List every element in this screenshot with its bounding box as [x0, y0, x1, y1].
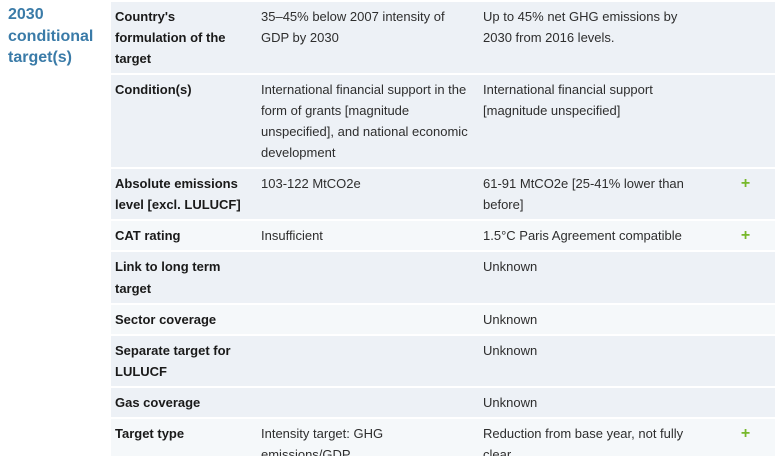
row-label: Country's formulation of the target [115, 9, 226, 67]
table-row-separate-lulucf: Separate target for LULUCF Unknown [111, 335, 775, 386]
value-column-1 [258, 336, 480, 386]
value-column-2: Unknown [483, 342, 538, 358]
value-column-2: Unknown [483, 394, 538, 410]
row-label: Absolute emissions level [excl. LULUCF] [115, 176, 241, 213]
expand-cell: + [716, 221, 775, 250]
value-column-2: Unknown [483, 311, 538, 327]
table-row-country-formulation: Country's formulation of the target 35–4… [111, 2, 775, 74]
row-label: Target type [115, 425, 185, 441]
table-row-absolute-emissions: Absolute emissions level [excl. LULUCF] … [111, 169, 775, 220]
value-column-2: Up to 45% net GHG emissions by 2030 from… [483, 9, 678, 46]
row-label: Condition(s) [115, 82, 192, 98]
expand-cell [716, 388, 775, 417]
value-column-2: Unknown [483, 259, 538, 275]
row-label: Gas coverage [115, 394, 201, 410]
expand-cell [716, 2, 775, 73]
expand-plus-icon[interactable]: + [740, 424, 751, 442]
expand-cell: + [716, 419, 775, 456]
value-column-1 [258, 252, 480, 302]
value-column-2: International financial support [magnitu… [483, 82, 653, 119]
expand-cell [716, 336, 775, 386]
value-column-1 [258, 305, 480, 334]
value-column-1: Intensity target: GHG emissions/GDP [261, 425, 384, 456]
table-row-gas-coverage: Gas coverage Unknown [111, 387, 775, 417]
expand-cell [716, 252, 775, 302]
table-row-target-type: Target type Intensity target: GHG emissi… [111, 418, 775, 456]
row-label: Separate target for LULUCF [115, 342, 231, 379]
table-row-cat-rating: CAT rating Insufficient 1.5°C Paris Agre… [111, 221, 775, 251]
value-column-1 [258, 388, 480, 417]
value-column-1: Insufficient [261, 228, 323, 244]
expand-cell [716, 305, 775, 334]
table-row-sector-coverage: Sector coverage Unknown [111, 304, 775, 334]
row-label: Sector coverage [115, 311, 217, 327]
value-column-1: International financial support in the f… [261, 82, 468, 161]
expand-plus-icon[interactable]: + [740, 227, 751, 245]
table-row-link-long-term: Link to long term target Unknown [111, 252, 775, 303]
targets-table: Country's formulation of the target 35–4… [111, 2, 775, 456]
expand-cell: + [716, 169, 775, 219]
row-label: Link to long term target [115, 259, 221, 296]
value-column-2: 61-91 MtCO2e [25-41% lower than before] [483, 176, 684, 213]
section-title: 2030 conditional target(s) [8, 6, 94, 67]
table-row-conditions: Condition(s) International financial sup… [111, 75, 775, 168]
value-column-2: 1.5°C Paris Agreement compatible [483, 228, 682, 244]
value-column-1: 35–45% below 2007 intensity of GDP by 20… [261, 9, 445, 46]
value-column-1: 103-122 MtCO2e [261, 176, 361, 192]
expand-plus-icon[interactable]: + [740, 175, 751, 193]
expand-cell [716, 75, 775, 167]
value-column-2: Reduction from base year, not fully clea… [483, 425, 684, 456]
row-label: CAT rating [115, 228, 181, 244]
